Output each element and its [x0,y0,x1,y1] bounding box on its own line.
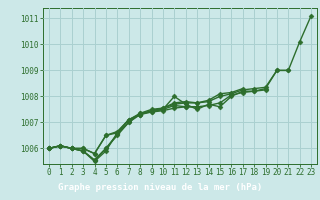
Text: Graphe pression niveau de la mer (hPa): Graphe pression niveau de la mer (hPa) [58,182,262,192]
